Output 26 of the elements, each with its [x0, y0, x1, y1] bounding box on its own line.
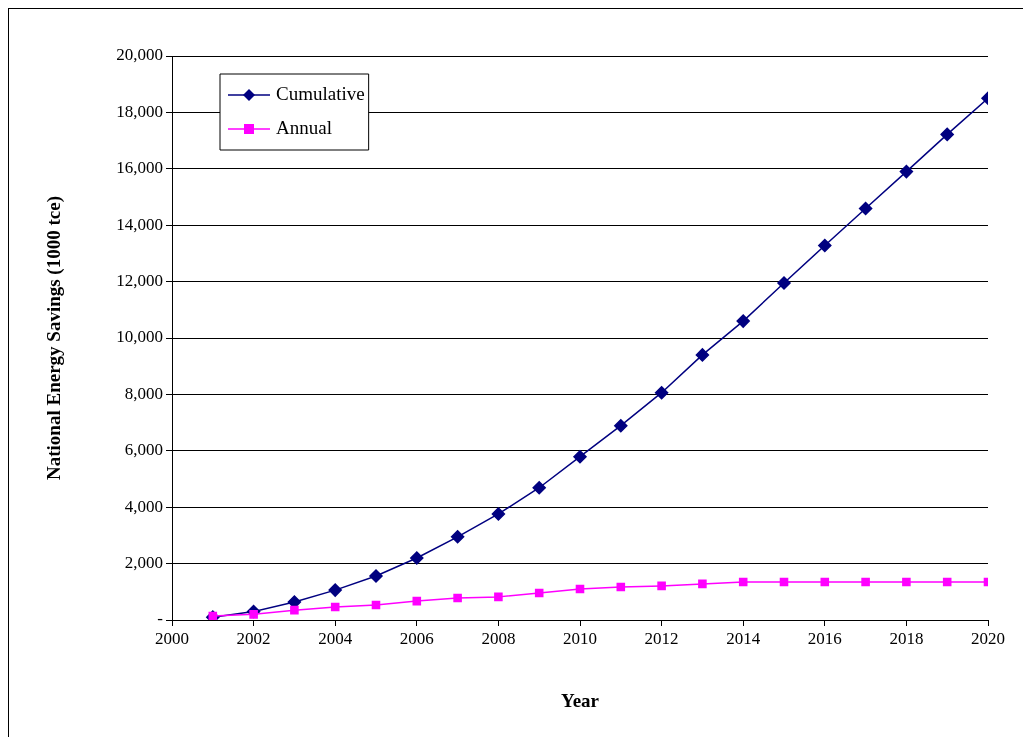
x-tick-label: 2006 — [399, 628, 434, 648]
x-tick-label: 2004 — [318, 628, 353, 648]
y-tick-label: 18,000 — [116, 101, 163, 121]
y-tick-label: 12,000 — [116, 271, 163, 291]
legend-label: Annual — [276, 116, 332, 138]
x-axis-title: Year — [561, 689, 600, 711]
x-tick-label: 2012 — [644, 628, 679, 648]
y-tick-label: 10,000 — [116, 327, 163, 347]
y-tick-label: - — [157, 609, 164, 629]
x-tick-label: 2002 — [236, 628, 271, 648]
x-tick-label: 2016 — [807, 628, 842, 648]
y-tick-label: 8,000 — [124, 383, 163, 403]
y-tick-label: 2,000 — [124, 553, 163, 573]
legend-label: Cumulative — [276, 82, 365, 104]
x-tick-label: 2020 — [971, 628, 1005, 648]
x-tick-label: 2010 — [563, 628, 597, 648]
x-tick-label: 2000 — [155, 628, 189, 648]
x-tick-label: 2018 — [889, 628, 924, 648]
y-tick-label: 4,000 — [124, 496, 163, 516]
y-tick-label: 6,000 — [124, 440, 163, 460]
x-tick-label: 2008 — [481, 628, 516, 648]
x-tick-label: 2014 — [726, 628, 761, 648]
y-tick-label: 14,000 — [116, 214, 163, 234]
y-axis-title: National Energy Savings (1000 tce) — [43, 196, 66, 480]
y-tick-label: 16,000 — [116, 158, 163, 178]
y-tick-label: 20,000 — [116, 45, 163, 65]
